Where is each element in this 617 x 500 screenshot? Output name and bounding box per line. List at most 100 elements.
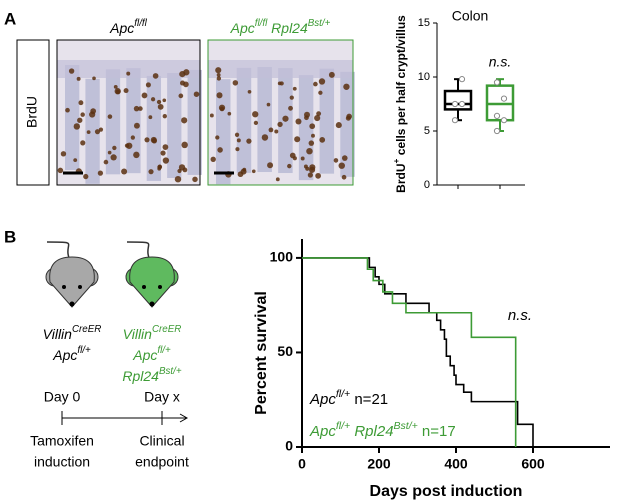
nucleus	[318, 78, 326, 85]
nucleus	[124, 143, 130, 148]
point	[493, 79, 501, 86]
nucleus	[314, 114, 321, 122]
nucleus	[73, 158, 78, 163]
nucleus	[133, 122, 140, 129]
panel-label: B	[4, 227, 16, 246]
mouse-eye	[142, 285, 146, 289]
tissue	[216, 79, 231, 185]
timeline-label: Day 0	[44, 389, 81, 405]
tissue	[85, 78, 100, 184]
nucleus	[157, 103, 164, 110]
nucleus	[145, 82, 151, 88]
genotype-label: Rpl24Bst/+	[122, 366, 181, 384]
mouse-nose	[149, 301, 155, 307]
stain-label: BrdU	[24, 96, 40, 128]
genotype-label: Apcfl/+	[132, 345, 171, 363]
nucleus	[306, 147, 313, 155]
text-part: Apc	[309, 423, 336, 440]
y-tick-label: 100	[270, 249, 294, 265]
micrograph-frame	[56, 39, 201, 186]
nucleus	[151, 138, 157, 144]
image-title: Apcfl/fl Rpl24Bst/+	[230, 18, 331, 36]
nucleus	[179, 70, 186, 78]
point	[458, 100, 466, 108]
panel-label: A	[4, 9, 16, 28]
nucleus	[237, 171, 244, 178]
text-part: Apc	[132, 347, 157, 363]
tissue	[57, 60, 200, 78]
nucleus	[181, 117, 188, 124]
nucleus	[234, 132, 240, 137]
nucleus	[126, 71, 131, 76]
text-part: Rpl24	[122, 368, 159, 384]
nucleus	[295, 118, 302, 125]
mouse-tail	[126, 241, 151, 262]
nucleus	[266, 102, 271, 107]
y-tick-label: 0	[424, 179, 430, 191]
mouse-icon	[125, 241, 179, 308]
nucleus	[274, 129, 279, 134]
nucleus	[307, 172, 313, 178]
text-part: Bst/+	[159, 366, 182, 377]
text-part: Apc	[109, 20, 134, 36]
nucleus	[130, 135, 135, 140]
text-part: CreER	[72, 324, 101, 335]
mouse-body	[129, 256, 175, 308]
nucleus	[292, 86, 297, 91]
nucleus	[76, 76, 81, 81]
nucleus	[133, 151, 140, 159]
mouse-eye	[78, 285, 82, 289]
text-part: fl/fl	[134, 18, 147, 29]
tissue	[126, 68, 141, 174]
point	[451, 117, 459, 124]
nucleus	[94, 129, 101, 135]
y-tick-label: 50	[277, 343, 293, 359]
image-title: Apcfl/fl	[109, 18, 147, 36]
nucleus	[112, 145, 117, 151]
tissue	[340, 71, 355, 177]
nucleus	[287, 163, 292, 169]
nucleus	[333, 158, 339, 163]
nucleus	[277, 121, 283, 128]
nucleus	[308, 140, 315, 146]
text-part: Apc	[309, 391, 336, 408]
nucleus	[192, 176, 198, 183]
nucleus	[318, 90, 323, 95]
micrograph-frame	[207, 39, 354, 186]
nucleus	[156, 99, 162, 105]
nucleus	[216, 76, 222, 81]
nucleus	[338, 162, 345, 169]
tissue	[65, 65, 80, 171]
x-axis-label: Days post induction	[370, 483, 523, 500]
nucleus	[80, 140, 86, 146]
nucleus	[92, 76, 96, 81]
nucleus	[236, 138, 241, 143]
nucleus	[275, 177, 280, 182]
text-part: fl/fl	[255, 18, 268, 29]
nucleus	[261, 134, 269, 141]
annotation: n.s.	[489, 54, 512, 70]
text-part: fl/+	[77, 345, 91, 356]
point	[458, 76, 466, 83]
nucleus	[141, 92, 148, 99]
event-label: Clinical	[139, 433, 184, 449]
nucleus	[319, 137, 326, 143]
nucleus	[316, 111, 322, 117]
tissue	[257, 67, 272, 173]
survival-curve	[302, 257, 517, 447]
genotype-label: VillinCreER	[43, 324, 102, 342]
text-part: Bst/+	[308, 18, 331, 29]
timeline-arrow	[179, 413, 189, 423]
nucleus	[152, 73, 159, 79]
nucleus	[80, 112, 85, 117]
tissue	[167, 72, 182, 178]
text-part: Villin	[43, 326, 73, 342]
point	[451, 100, 459, 108]
text-part: cells per half crypt/villus	[394, 15, 408, 159]
x-tick-label: 600	[521, 456, 545, 472]
nucleus	[308, 166, 316, 173]
nucleus	[313, 81, 318, 87]
genotype-label: Apcfl/+	[52, 345, 91, 363]
y-axis-label: BrdU+ cells per half crypt/villus	[391, 15, 408, 193]
nucleus	[73, 123, 81, 130]
